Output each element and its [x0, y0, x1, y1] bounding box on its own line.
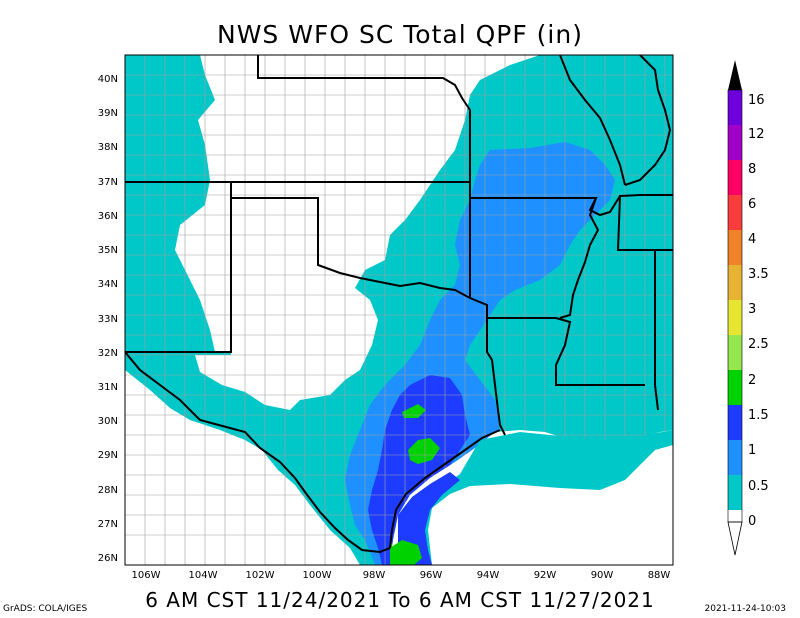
lat-label: 31N: [98, 382, 118, 393]
lon-label: 96W: [420, 570, 443, 581]
lat-label: 33N: [98, 314, 118, 325]
colorbar-top-arrow: [728, 60, 742, 90]
colorbar-swatch-2.5-3: [728, 300, 742, 335]
state-borders: [125, 55, 673, 554]
lon-label: 100W: [303, 570, 332, 581]
colorbar-label: 3.5: [748, 267, 769, 282]
map-frame: [124, 54, 674, 566]
lon-label: 88W: [648, 570, 671, 581]
colorbar-swatch-1-1.5: [728, 405, 742, 440]
colorbar-label: 3: [748, 302, 756, 317]
lat-label: 40N: [98, 74, 118, 85]
colorbar-label: 4: [748, 232, 756, 247]
map-panel: [125, 55, 673, 565]
colorbar-label: 0: [748, 514, 756, 529]
colorbar-swatch-2-2.5: [728, 335, 742, 370]
lat-label: 26N: [98, 553, 118, 564]
lon-label: 106W: [132, 570, 161, 581]
colorbar-swatch-4-6: [728, 195, 742, 230]
lon-label: 104W: [189, 570, 218, 581]
colorbar-swatch-6-8: [728, 160, 742, 195]
lat-label: 28N: [98, 485, 118, 496]
colorbar-swatch-3.5-4: [728, 230, 742, 265]
colorbar-bottom-arrow: [727, 521, 743, 556]
lat-label: 34N: [98, 279, 118, 290]
grads-credit: GrADS: COLA/IGES: [3, 604, 88, 614]
colorbar-swatch-8-12: [728, 125, 742, 160]
colorbar-frame: [727, 89, 743, 523]
colorbar-label: 1: [748, 443, 756, 458]
lat-label: 37N: [98, 177, 118, 188]
lat-label: 29N: [98, 450, 118, 461]
colorbar-swatch-3-3.5: [728, 265, 742, 300]
lon-label: 92W: [534, 570, 557, 581]
colorbar-swatch-0.5-1: [728, 440, 742, 475]
colorbar-label: 2.5: [748, 337, 769, 352]
lat-label: 36N: [98, 211, 118, 222]
colorbar-label: 16: [748, 93, 765, 108]
county-lines: [125, 55, 673, 565]
lon-label: 102W: [246, 570, 275, 581]
valid-period: 6 AM CST 11/24/2021 To 6 AM CST 11/27/20…: [145, 588, 655, 612]
lat-label: 30N: [98, 416, 118, 427]
colorbar-swatch-1.5-2: [728, 370, 742, 405]
lat-label: 32N: [98, 348, 118, 359]
qpf-gulf-band: [405, 430, 673, 565]
colorbar-label: 6: [748, 197, 756, 212]
colorbar-label: 8: [748, 162, 756, 177]
lat-label: 38N: [98, 142, 118, 153]
lat-label: 39N: [98, 108, 118, 119]
lon-label: 90W: [591, 570, 614, 581]
qpf-area-onehalf-central: [408, 438, 440, 464]
lat-label: 27N: [98, 519, 118, 530]
lon-label: 94W: [477, 570, 500, 581]
longitude-axis: 106W 104W 102W 100W 98W 96W 94W 92W 90W …: [132, 570, 671, 581]
colorbar-label: 12: [748, 127, 765, 142]
colorbar-swatch-0-0.5: [728, 475, 742, 510]
color-bar: 16 12 8 6 4 3.5 3 2.5 2 1.5 1 0.5 0: [727, 60, 769, 556]
qpf-area-onehalf-north: [402, 404, 426, 418]
latitude-axis: 40N 39N 38N 37N 36N 35N 34N 33N 32N 31N …: [98, 74, 118, 564]
colorbar-label: 1.5: [748, 408, 769, 423]
issue-timestamp: 2021-11-24-10:03: [704, 604, 787, 614]
qpf-gulf-blue: [398, 472, 460, 565]
qpf-gulf-green: [390, 540, 422, 565]
lat-label: 35N: [98, 245, 118, 256]
map-title: NWS WFO SC Total QPF (in): [217, 20, 583, 49]
colorbar-swatch-12-16: [728, 90, 742, 125]
colorbar-label: 2: [748, 373, 756, 388]
colorbar-label: 0.5: [748, 479, 769, 494]
lon-label: 98W: [363, 570, 386, 581]
